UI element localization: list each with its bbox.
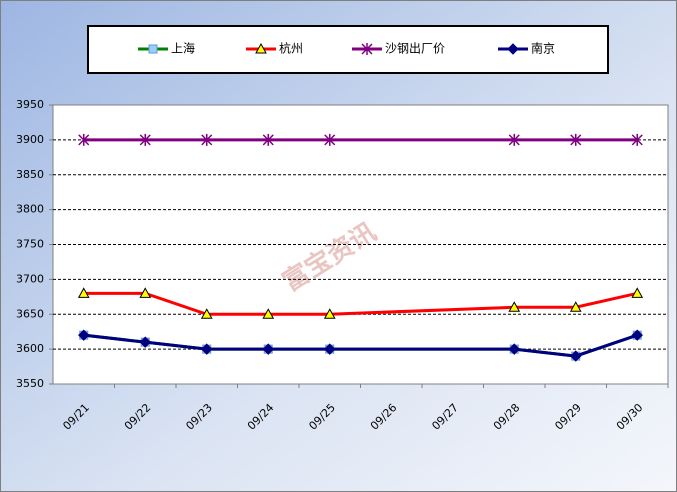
marker [569,301,582,312]
legend-marker [507,43,519,55]
marker [631,133,643,146]
legend-text: 上海 [171,41,195,56]
marker [323,308,336,319]
y-tick-label: 3950 [16,98,44,111]
marker [631,287,644,298]
marker [631,329,643,341]
marker [262,133,274,146]
marker [262,343,274,355]
marker [570,133,582,146]
marker [139,133,151,146]
y-tick-label: 3550 [16,377,44,390]
y-tick-label: 3600 [16,342,44,355]
y-tick-label: 3700 [16,272,44,285]
marker [78,329,90,341]
legend-marker [361,43,373,55]
legend-marker [148,44,158,54]
marker [77,287,90,298]
marker [200,308,213,319]
series-line [83,333,638,358]
marker [201,343,213,355]
y-tick-label: 3900 [16,133,44,146]
marker [324,133,336,146]
marker [324,343,336,355]
marker [201,133,213,146]
marker [78,133,90,146]
y-tick-label: 3750 [16,238,44,251]
legend-text: 沙钢出厂价 [385,42,445,56]
y-tick-label: 3850 [16,168,44,181]
marker [139,336,151,348]
marker [508,343,520,355]
marker [262,308,275,319]
y-tick-label: 3800 [16,203,44,216]
legend-text: 杭州 [279,41,303,56]
legend-text: 南京 [531,41,555,56]
y-tick-label: 3650 [16,307,44,320]
marker [508,301,521,312]
marker [570,350,582,362]
legend-marker [255,42,267,54]
marker [508,133,520,146]
marker [139,287,152,298]
series-line [83,291,638,316]
